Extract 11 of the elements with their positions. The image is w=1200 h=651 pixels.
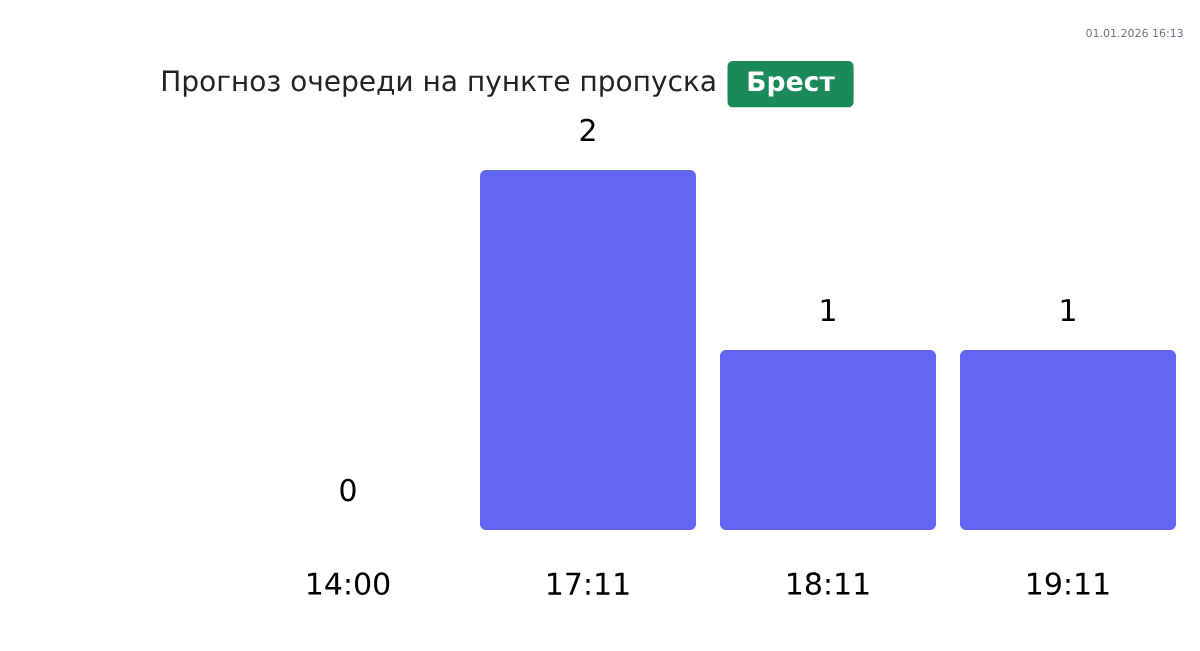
chart-subtitle: Брест: [748, 71, 835, 97]
x-tick-label: 14:00: [308, 572, 390, 596]
x-tick-label: 18:11: [788, 572, 869, 596]
chart-title: Прогноз очереди на пункте пропуска: [163, 70, 715, 97]
data-label: 1: [1061, 299, 1075, 321]
x-tick-label: 17:11: [548, 572, 629, 595]
data-label: 2: [580, 118, 595, 141]
data-label: 1: [821, 299, 835, 321]
text: 01.01.2026 16:13: [1086, 28, 1183, 38]
x-tick-label: 19:11: [1028, 572, 1109, 596]
data-label: 0: [340, 478, 356, 502]
